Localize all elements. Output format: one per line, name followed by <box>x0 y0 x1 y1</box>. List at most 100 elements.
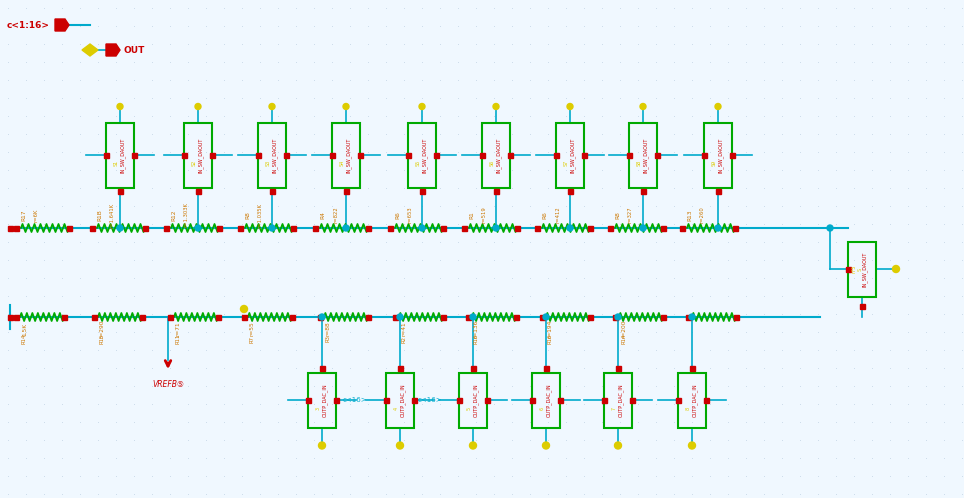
Bar <box>676 397 681 402</box>
Bar <box>330 152 335 157</box>
Bar <box>587 226 593 231</box>
Text: IN_SW_DAOUT: IN_SW_DAOUT <box>346 137 352 173</box>
Text: r=290: r=290 <box>100 320 105 338</box>
Bar <box>384 397 388 402</box>
Bar <box>13 226 18 231</box>
Text: IN_SW_DAOUT: IN_SW_DAOUT <box>272 137 278 173</box>
Polygon shape <box>106 44 120 56</box>
Circle shape <box>827 225 833 231</box>
Circle shape <box>469 442 476 449</box>
Bar <box>332 123 360 188</box>
Bar <box>419 189 424 194</box>
Bar <box>312 226 317 231</box>
Bar <box>181 152 186 157</box>
Bar <box>358 152 362 157</box>
Bar <box>237 226 243 231</box>
Circle shape <box>319 314 325 320</box>
Text: r=6K: r=6K <box>34 208 39 222</box>
Bar <box>507 152 513 157</box>
Bar <box>392 315 397 320</box>
Bar <box>308 373 336 427</box>
Text: IN_SW_DAOUT: IN_SW_DAOUT <box>718 137 724 173</box>
Text: r=653: r=653 <box>408 207 413 223</box>
Text: r=194: r=194 <box>548 320 553 338</box>
Bar <box>103 152 109 157</box>
Text: r=200: r=200 <box>621 320 626 338</box>
Bar <box>283 152 288 157</box>
Bar <box>529 397 534 402</box>
Circle shape <box>396 442 404 449</box>
Bar <box>640 189 646 194</box>
Bar <box>217 226 222 231</box>
Text: R7: R7 <box>250 336 255 343</box>
Bar <box>845 266 850 271</box>
Bar <box>90 226 94 231</box>
Text: r=412: r=412 <box>555 207 560 224</box>
Circle shape <box>195 225 201 231</box>
Bar <box>685 315 690 320</box>
Text: c<16>: c<16> <box>417 397 442 403</box>
Bar <box>242 315 247 320</box>
Text: R8: R8 <box>615 211 620 219</box>
Text: R4: R4 <box>320 211 325 219</box>
Bar <box>459 373 487 427</box>
Bar <box>164 226 169 231</box>
Text: R15: R15 <box>100 334 105 344</box>
Circle shape <box>240 305 248 313</box>
Circle shape <box>715 225 721 231</box>
Text: IN_SW_DAOUT: IN_SW_DAOUT <box>643 137 649 173</box>
Bar <box>441 226 445 231</box>
Bar <box>848 242 876 296</box>
Bar <box>457 397 462 402</box>
Text: r=519: r=519 <box>482 207 487 224</box>
Bar <box>587 315 593 320</box>
Bar <box>702 152 707 157</box>
Circle shape <box>419 104 425 110</box>
Bar <box>388 226 392 231</box>
Text: R13: R13 <box>687 209 692 221</box>
Text: S1: S1 <box>114 160 119 166</box>
Circle shape <box>493 104 499 110</box>
Circle shape <box>343 225 349 231</box>
Bar <box>290 226 296 231</box>
Bar <box>514 315 519 320</box>
Text: OUTP_DAC_IN: OUTP_DAC_IN <box>547 383 551 417</box>
Text: r=260: r=260 <box>700 207 705 224</box>
Text: S7: S7 <box>564 160 569 166</box>
Bar <box>365 315 370 320</box>
Text: R11: R11 <box>176 334 181 344</box>
Bar <box>494 189 498 194</box>
Bar <box>730 152 735 157</box>
Bar <box>485 397 490 402</box>
Bar <box>660 315 665 320</box>
Circle shape <box>470 314 476 320</box>
Circle shape <box>893 265 899 272</box>
Bar <box>612 315 618 320</box>
Bar <box>607 226 612 231</box>
Text: R1: R1 <box>469 211 474 219</box>
Bar <box>258 123 286 188</box>
Text: R6: R6 <box>542 211 547 219</box>
Bar <box>408 123 436 188</box>
Text: R2: R2 <box>401 336 406 343</box>
Circle shape <box>419 225 425 231</box>
Bar <box>515 226 520 231</box>
Bar <box>629 397 634 402</box>
Bar <box>604 373 632 427</box>
Circle shape <box>688 442 695 449</box>
Bar <box>131 152 137 157</box>
Bar <box>406 152 411 157</box>
Bar <box>715 189 720 194</box>
Bar <box>306 397 310 402</box>
Bar <box>334 397 338 402</box>
Bar <box>92 315 96 320</box>
Bar <box>184 123 212 188</box>
Bar <box>615 366 621 371</box>
Bar <box>397 366 403 371</box>
Bar <box>540 315 545 320</box>
Bar <box>704 123 732 188</box>
Bar <box>343 189 349 194</box>
Circle shape <box>397 314 403 320</box>
Bar <box>143 226 147 231</box>
Text: OUTP_DAC_IN: OUTP_DAC_IN <box>473 383 479 417</box>
